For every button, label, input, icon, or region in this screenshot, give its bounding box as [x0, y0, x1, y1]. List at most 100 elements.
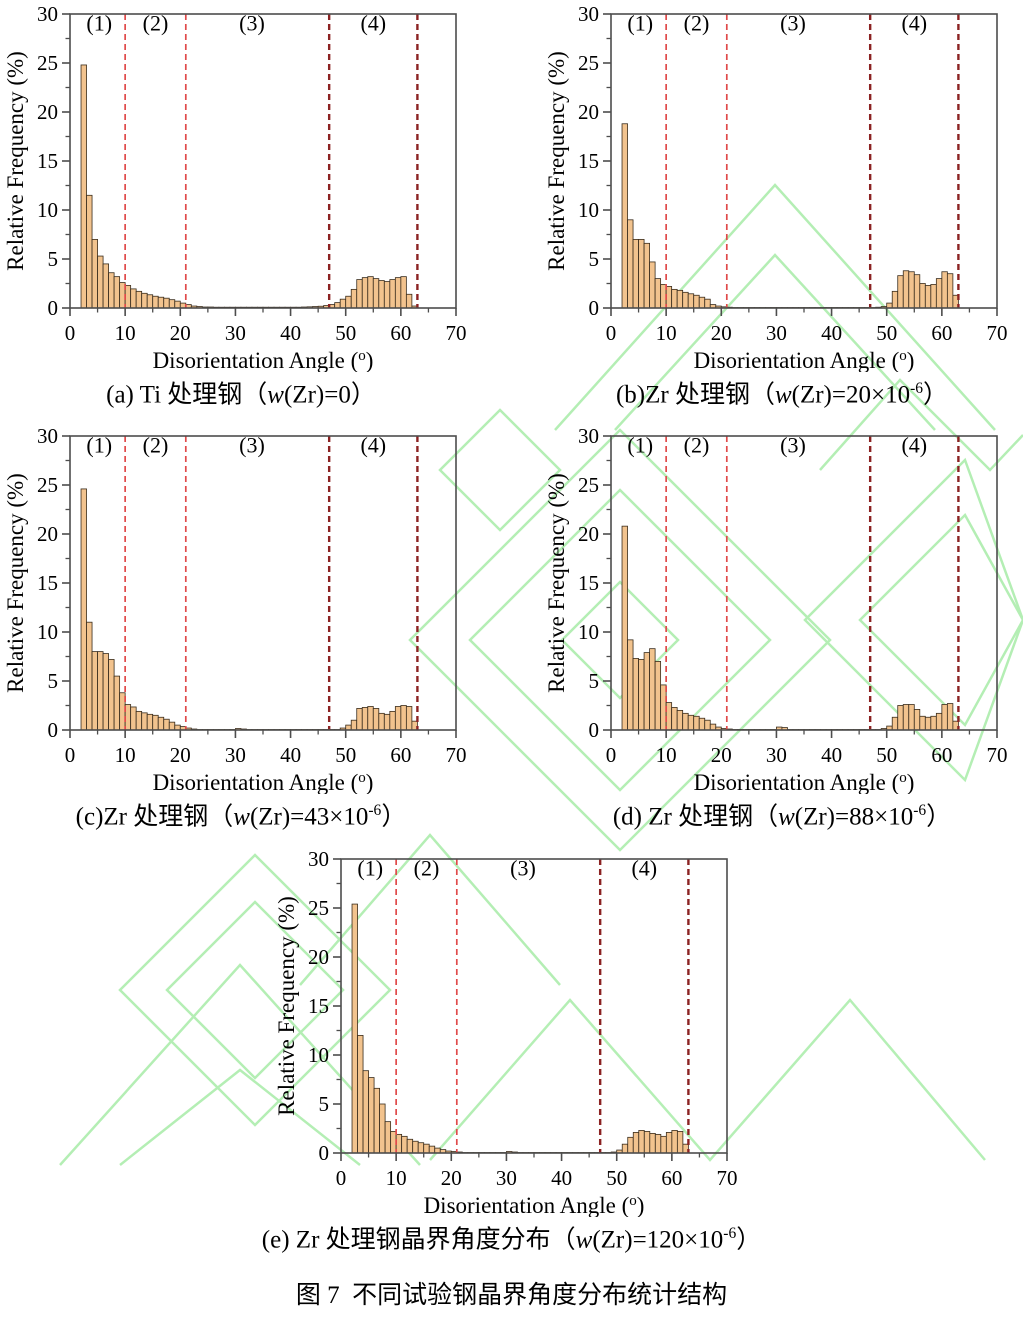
- bar: [135, 711, 143, 731]
- figure-caption-cn: 图 7 不同试验钢晶界角度分布统计结构: [295, 1281, 728, 1309]
- bar: [643, 242, 650, 309]
- plot-frame: [339, 857, 728, 1154]
- subplot-a: 0 10 20 30 40 50 60 70 0 5 10 15 20 25 30 (1) (2) (3) (4) D…: [6, 2, 476, 410]
- watermark-diamond: [118, 853, 392, 1127]
- y-tick-label: 5: [589, 247, 600, 271]
- bar: [108, 272, 115, 309]
- bar: [86, 194, 93, 309]
- bar: [351, 903, 358, 1154]
- bar: [649, 261, 656, 309]
- bar: [163, 719, 170, 731]
- y-tick-label: 15: [578, 571, 599, 595]
- region-boundary-lines: [665, 14, 960, 308]
- subplot-e: 0 10 20 30 40 50 60 70 0 5 10 15 20 25 30 (1) (2) (3) (4) D…: [262, 847, 761, 1255]
- bar: [400, 1135, 408, 1154]
- bar: [367, 706, 374, 731]
- bar: [383, 281, 391, 309]
- bar: [130, 706, 137, 731]
- x-tick-label: 60: [661, 1166, 682, 1190]
- caption-italic-w: w: [267, 381, 284, 409]
- x-tick-label: 20: [170, 743, 191, 767]
- subplot-caption-b: (b)Zr 处理钢（w(Zr)=20×10-6）: [616, 374, 948, 410]
- subplot-c: 0 10 20 30 40 50 60 70 0 5 10 15 20 25 30 (1) (2) (3) (4) D…: [6, 424, 476, 832]
- y-tick-label: 15: [37, 571, 58, 595]
- bar: [626, 1136, 634, 1154]
- region-label: (1): [627, 11, 653, 36]
- x-tick-label: 10: [115, 321, 136, 345]
- bar: [676, 710, 684, 731]
- region-label: (4): [360, 11, 386, 36]
- region-label: (4): [901, 11, 927, 36]
- y-tick-label: 5: [48, 669, 59, 693]
- bar: [935, 713, 943, 731]
- plot-row-3: 0 10 20 30 40 50 60 70 0 5 10 15 20 25 30 (1) (2) (3) (4) D…: [0, 847, 1023, 1255]
- plot-frame: [69, 13, 457, 309]
- bar: [908, 271, 915, 309]
- bar: [632, 658, 639, 731]
- bar: [946, 273, 954, 309]
- y-axis-title: Relative Frequency (%): [6, 473, 28, 693]
- x-tick-label: 60: [390, 743, 411, 767]
- bar: [400, 276, 407, 309]
- histogram-b: 0 10 20 30 40 50 60 70 0 5 10 15 20 25 30 (1) (2) (3) (4) D…: [547, 2, 1008, 372]
- region-label: (1): [86, 433, 112, 458]
- bar: [113, 676, 121, 731]
- x-axis-title: Disorientation Angle (o): [153, 770, 374, 794]
- region-label: (1): [86, 11, 112, 36]
- bar: [671, 707, 678, 731]
- caption-superscript: -6: [913, 802, 927, 820]
- bar: [367, 276, 374, 309]
- histogram-bars: [621, 526, 959, 731]
- y-tick-label: 10: [37, 620, 58, 644]
- y-tick-label: 15: [308, 994, 329, 1018]
- bar: [654, 1133, 661, 1154]
- bar: [163, 297, 170, 309]
- bar: [146, 714, 154, 731]
- bar: [919, 283, 926, 309]
- x-tick-label: 10: [385, 1166, 406, 1190]
- bar: [373, 1087, 380, 1154]
- caption-text: ）: [350, 381, 376, 409]
- plot-frame: [69, 435, 457, 732]
- watermark-zigzag: [429, 998, 986, 1162]
- x-tick-label: 20: [711, 321, 732, 345]
- bar: [384, 1120, 391, 1154]
- bar: [102, 263, 109, 309]
- x-axis: 0 10 20 30 40 50 60 70: [335, 1152, 737, 1190]
- x-axis-title: Disorientation Angle (o): [694, 348, 915, 372]
- bar: [638, 659, 645, 731]
- bar: [80, 488, 87, 731]
- bar: [383, 714, 391, 731]
- bar: [130, 288, 137, 309]
- y-tick-label: 5: [589, 669, 600, 693]
- x-tick-label: 70: [446, 321, 467, 345]
- y-tick-label: 10: [37, 198, 58, 222]
- watermark-diamond: [408, 428, 832, 852]
- y-tick-label: 10: [578, 198, 599, 222]
- bar: [378, 1103, 386, 1154]
- region-label: (3): [239, 11, 265, 36]
- bar: [654, 278, 662, 309]
- y-axis: 0 5 10 15 20 25 30: [37, 424, 70, 742]
- bar: [339, 298, 347, 309]
- caption-text: ）: [381, 803, 407, 831]
- x-axis-title: Disorientation Angle (o): [423, 1193, 644, 1217]
- watermark-diamond: [165, 900, 345, 1080]
- region-label: (3): [510, 855, 536, 880]
- bar: [621, 1143, 628, 1154]
- y-tick-label: 0: [48, 718, 59, 742]
- bar: [361, 277, 369, 309]
- bar: [367, 1076, 374, 1154]
- bar: [682, 713, 689, 731]
- bar: [152, 295, 159, 309]
- bar: [908, 704, 915, 731]
- subplot-d: 0 10 20 30 40 50 60 70 0 5 10 15 20 25 30 (1) (2) (3) (4) D…: [547, 424, 1017, 832]
- bar: [627, 639, 634, 731]
- plot-row-1: 0 10 20 30 40 50 60 70 0 5 10 15 20 25 30 (1) (2) (3) (4) D…: [0, 2, 1023, 410]
- histogram-bars: [80, 64, 418, 309]
- bar: [693, 716, 700, 731]
- bar: [108, 659, 115, 731]
- region-label: (2): [143, 11, 169, 36]
- x-tick-label: 10: [656, 321, 677, 345]
- region-label: (2): [413, 855, 439, 880]
